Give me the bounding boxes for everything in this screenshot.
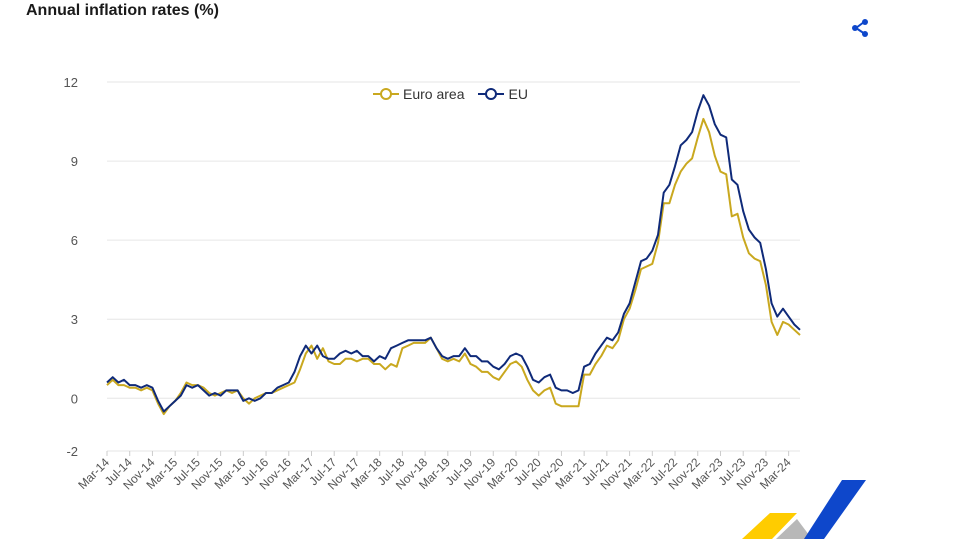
y-tick-label: 3	[71, 312, 78, 327]
euro-area-legend-icon	[373, 88, 399, 100]
y-tick-label: -2	[66, 444, 78, 459]
legend-item-euro-area[interactable]: Euro area	[373, 86, 464, 102]
series-line-eu	[106, 94, 801, 413]
chart-legend: Euro area EU	[373, 86, 528, 102]
y-tick-label: 6	[71, 233, 78, 248]
page-title: Annual inflation rates (%)	[26, 2, 219, 19]
legend-item-eu[interactable]: EU	[478, 86, 528, 102]
share-icon	[852, 19, 868, 37]
eu-legend-icon	[478, 88, 505, 100]
eurostat-logo	[742, 480, 866, 539]
series-line-euro-area	[106, 117, 801, 416]
y-tick-label: 12	[64, 75, 78, 90]
y-tick-label: 0	[71, 391, 78, 406]
legend-label-eu: EU	[508, 86, 528, 102]
share-button[interactable]	[850, 17, 872, 39]
legend-label-euro-area: Euro area	[403, 86, 465, 102]
y-tick-label: 9	[71, 154, 78, 169]
